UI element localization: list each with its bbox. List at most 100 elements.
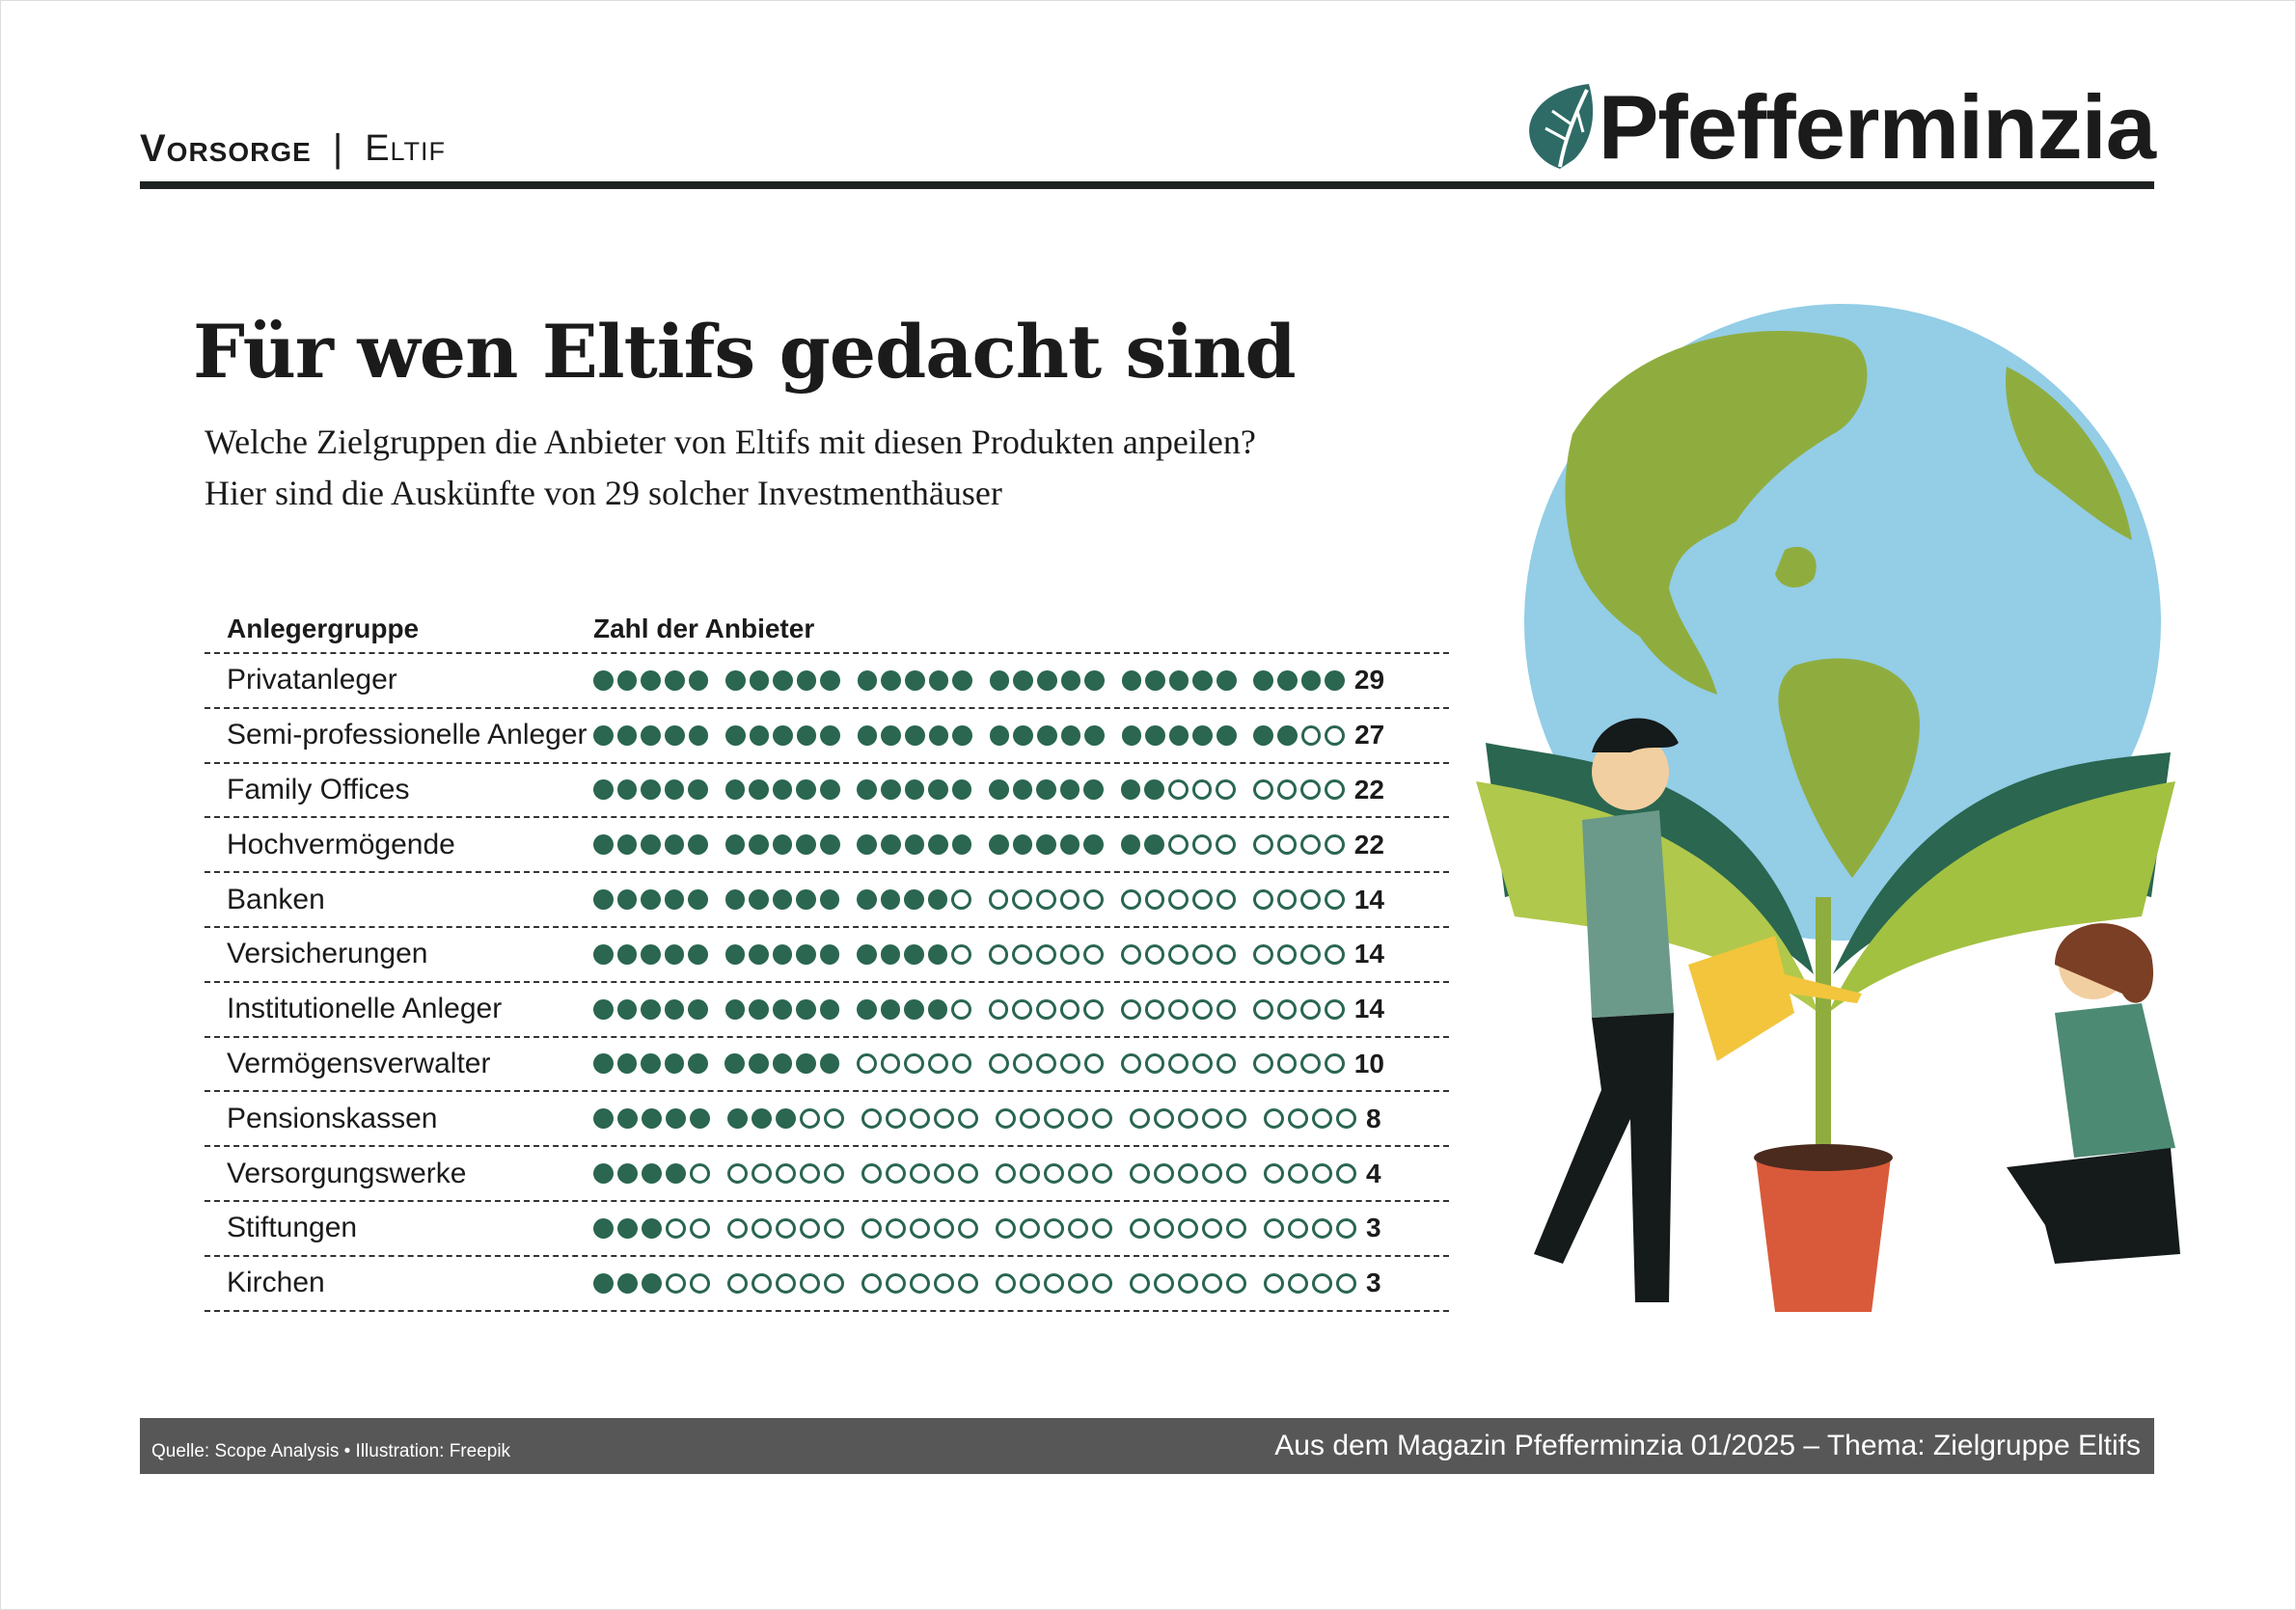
row-value: 3 — [1366, 1268, 1381, 1298]
filled-dot — [796, 779, 817, 801]
empty-dot — [1178, 1272, 1198, 1294]
empty-dot — [1202, 1108, 1222, 1130]
table-row: Privatanleger 29 — [205, 654, 1449, 709]
filled-dot — [904, 834, 925, 856]
filled-dot — [1036, 779, 1056, 801]
empty-dot — [1300, 943, 1322, 965]
filled-dot — [1012, 779, 1033, 801]
empty-dot — [886, 1163, 906, 1185]
empty-dot — [1191, 998, 1213, 1020]
filled-dot — [881, 669, 901, 691]
filled-dot — [819, 943, 840, 965]
filled-dot — [1083, 779, 1105, 801]
filled-dot — [664, 724, 685, 746]
filled-dot — [688, 889, 708, 911]
empty-dot — [1154, 1272, 1174, 1294]
filled-dot — [772, 943, 793, 965]
empty-dot — [861, 1217, 882, 1239]
empty-dot — [910, 1108, 930, 1130]
filled-dot — [772, 779, 793, 801]
empty-dot — [776, 1217, 796, 1239]
empty-dot — [1036, 1053, 1056, 1075]
filled-dot — [928, 669, 949, 691]
page-title: Für wen Eltifs gedacht sind — [193, 309, 1297, 395]
row-value: 4 — [1366, 1158, 1381, 1188]
filled-dot — [773, 669, 793, 691]
filled-dot — [1120, 834, 1141, 856]
filled-dot — [642, 1108, 662, 1130]
mint-leaf-icon — [1528, 83, 1593, 169]
empty-dot — [1253, 943, 1273, 965]
filled-dot — [773, 724, 793, 746]
filled-dot — [989, 669, 1010, 691]
empty-dot — [1288, 1108, 1308, 1130]
source-credit: Quelle: Scope Analysis • Illustration: F… — [151, 1441, 511, 1461]
empty-dot — [666, 1217, 686, 1239]
empty-dot — [1130, 1163, 1150, 1185]
subtitle-line: Welche Zielgruppen die Anbieter von Elti… — [205, 423, 1256, 461]
filled-dot — [1325, 669, 1345, 691]
empty-dot — [752, 1272, 772, 1294]
flower-pot — [1756, 1158, 1891, 1312]
dot-bar: 27 — [593, 720, 1384, 750]
row-label: Institutionelle Anleger — [227, 993, 503, 1025]
empty-dot — [1312, 1272, 1332, 1294]
filled-dot — [616, 834, 638, 856]
filled-dot — [616, 669, 638, 691]
empty-dot — [1130, 1108, 1150, 1130]
filled-dot — [819, 889, 840, 911]
column-header-group: Anlegergruppe — [227, 614, 420, 643]
subsection-label: Eltif — [365, 128, 447, 169]
table-row: Banken 14 — [205, 873, 1449, 928]
empty-dot — [1325, 943, 1345, 965]
filled-dot — [952, 669, 972, 691]
empty-dot — [886, 1108, 906, 1130]
filled-dot — [724, 834, 746, 856]
empty-dot — [690, 1163, 710, 1185]
empty-dot — [1216, 943, 1237, 965]
row-label: Family Offices — [227, 773, 410, 805]
empty-dot — [1059, 1053, 1080, 1075]
empty-dot — [1044, 1108, 1064, 1130]
filled-dot — [641, 724, 661, 746]
filled-dot — [796, 998, 816, 1020]
person-left-shirt — [1582, 810, 1674, 1018]
empty-dot — [1144, 889, 1165, 911]
filled-dot — [688, 1053, 708, 1075]
row-label: Versorgungswerke — [227, 1157, 467, 1189]
filled-dot — [748, 1053, 769, 1075]
empty-dot — [886, 1272, 906, 1294]
filled-dot — [1192, 669, 1213, 691]
filled-dot — [664, 834, 685, 856]
dot-bar: 8 — [593, 1104, 1384, 1134]
empty-dot — [690, 1272, 710, 1294]
empty-dot — [752, 1217, 772, 1239]
empty-dot — [1168, 998, 1189, 1020]
filled-dot — [1084, 724, 1105, 746]
filled-dot — [820, 724, 840, 746]
empty-dot — [1130, 1272, 1150, 1294]
filled-dot — [1253, 724, 1273, 746]
filled-dot — [820, 834, 840, 856]
empty-dot — [1300, 834, 1322, 856]
empty-dot — [1325, 1053, 1345, 1075]
empty-dot — [1168, 779, 1189, 801]
empty-dot — [1325, 889, 1345, 911]
table-row: Pensionskassen 8 — [205, 1092, 1449, 1148]
row-value: 29 — [1353, 665, 1385, 696]
filled-dot — [1168, 669, 1189, 691]
empty-dot — [1216, 998, 1237, 1020]
filled-dot — [905, 669, 925, 691]
table-row: Institutionelle Anleger 14 — [205, 983, 1449, 1038]
empty-dot — [1191, 834, 1213, 856]
dot-bar: 14 — [593, 994, 1384, 1024]
empty-dot — [1083, 889, 1105, 911]
table-row: Versicherungen 14 — [205, 928, 1449, 983]
filled-dot — [664, 998, 685, 1020]
empty-dot — [988, 1053, 1009, 1075]
empty-dot — [1300, 1053, 1322, 1075]
filled-dot — [820, 669, 840, 691]
empty-dot — [1168, 834, 1189, 856]
empty-dot — [1191, 779, 1213, 801]
filled-dot — [1144, 779, 1164, 801]
